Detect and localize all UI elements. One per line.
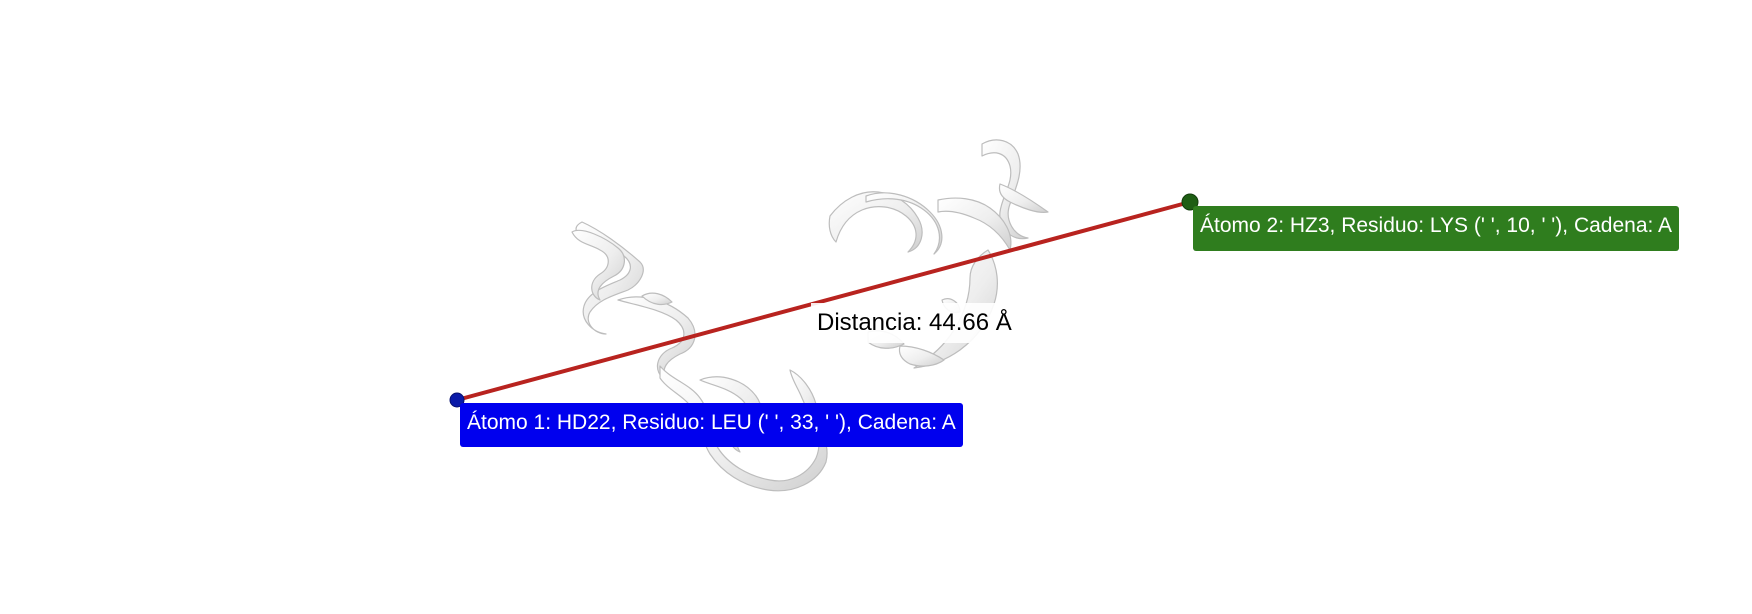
atom1-label: Átomo 1: HD22, Residuo: LEU (' ', 33, ' … <box>460 403 963 447</box>
distance-label: Distancia: 44.66 Å <box>811 303 1018 343</box>
distance-line <box>455 200 1192 402</box>
atom2-label: Átomo 2: HZ3, Residuo: LYS (' ', 10, ' '… <box>1193 206 1680 251</box>
